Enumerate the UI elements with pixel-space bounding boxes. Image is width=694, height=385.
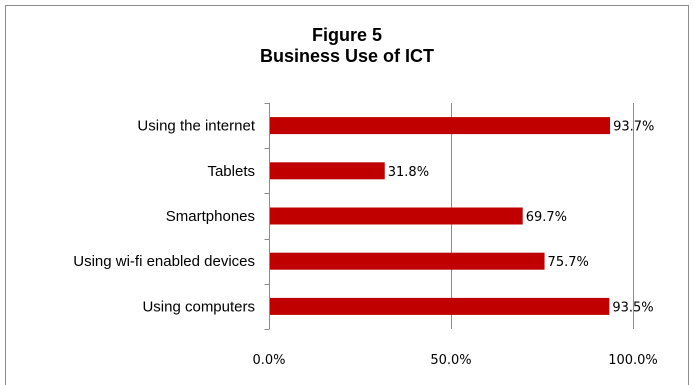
data-label: 75.7%: [548, 255, 589, 270]
chart-title-line1: Figure 5: [311, 25, 382, 45]
data-labels: 93.7% 31.8% 69.7% 75.7% 93.5%: [388, 120, 655, 316]
bar: [269, 207, 523, 225]
category-label: Tablets: [207, 163, 255, 180]
category-label: Using wi-fi enabled devices: [73, 253, 255, 270]
data-label: 69.7%: [526, 210, 567, 225]
bar: [269, 117, 611, 135]
bar: [269, 297, 610, 315]
x-tick-labels: 0.0% 50.0% 100.0%: [252, 353, 657, 368]
category-label: Smartphones: [166, 208, 255, 225]
data-label: 31.8%: [388, 165, 429, 180]
chart-frame: [5, 5, 689, 385]
bar: [269, 252, 545, 270]
category-label: Using computers: [142, 298, 255, 315]
data-label: 93.7%: [613, 120, 654, 135]
x-tick-label: 0.0%: [252, 353, 285, 368]
chart-title: Figure 5 Business Use of ICT: [0, 25, 694, 67]
bar: [269, 162, 385, 180]
category-label: Using the internet: [137, 118, 255, 135]
data-label: 93.5%: [612, 300, 653, 315]
x-tick-label: 100.0%: [608, 353, 658, 368]
bars: [269, 117, 611, 315]
y-axis: [264, 103, 270, 330]
category-labels: Using the internet Tablets Smartphones Usin…: [73, 118, 256, 316]
x-tick-label: 50.0%: [430, 353, 471, 368]
chart-title-line2: Business Use of ICT: [259, 46, 435, 66]
